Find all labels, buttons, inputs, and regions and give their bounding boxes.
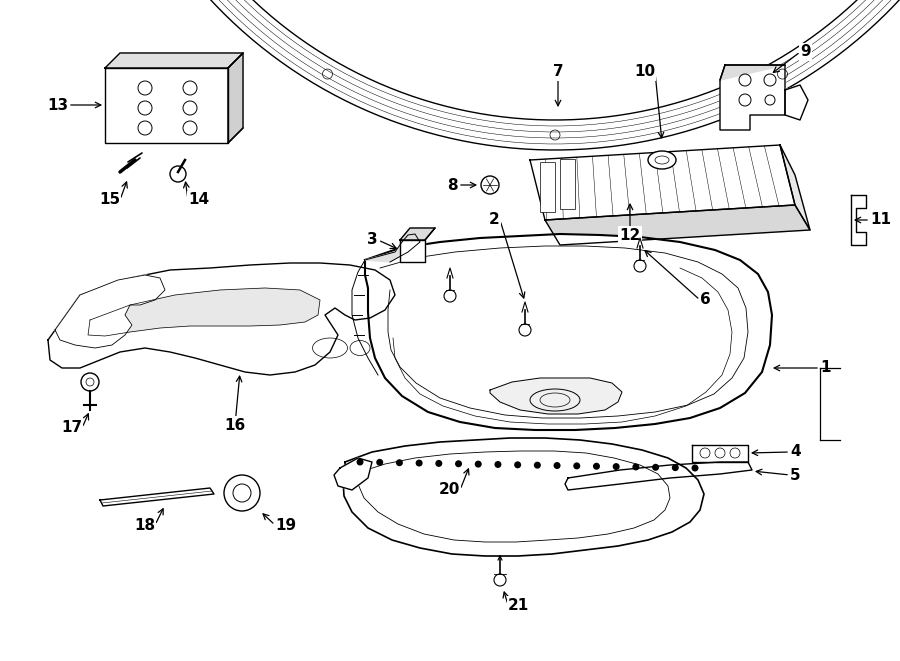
- Polygon shape: [400, 240, 425, 262]
- Text: 2: 2: [490, 212, 500, 227]
- Text: 4: 4: [790, 444, 801, 459]
- Text: 9: 9: [800, 44, 811, 59]
- Polygon shape: [48, 263, 395, 375]
- Circle shape: [652, 464, 659, 471]
- Text: 13: 13: [47, 98, 68, 112]
- Bar: [560, 159, 575, 209]
- Circle shape: [519, 324, 531, 336]
- Polygon shape: [105, 68, 228, 143]
- Polygon shape: [105, 53, 243, 68]
- Polygon shape: [100, 488, 214, 506]
- Circle shape: [474, 461, 482, 467]
- Circle shape: [554, 462, 561, 469]
- Polygon shape: [720, 65, 785, 130]
- Text: 18: 18: [134, 518, 155, 533]
- Text: 16: 16: [224, 418, 246, 432]
- Circle shape: [455, 460, 462, 467]
- Text: 7: 7: [553, 65, 563, 79]
- Circle shape: [573, 463, 580, 469]
- Text: 19: 19: [275, 518, 296, 533]
- Circle shape: [356, 459, 364, 465]
- Text: 11: 11: [870, 212, 891, 227]
- Polygon shape: [530, 145, 795, 220]
- Polygon shape: [343, 438, 704, 556]
- Ellipse shape: [648, 151, 676, 169]
- Polygon shape: [101, 0, 900, 150]
- Circle shape: [613, 463, 620, 470]
- Circle shape: [416, 459, 423, 467]
- Circle shape: [494, 574, 506, 586]
- Polygon shape: [692, 445, 748, 462]
- Circle shape: [634, 260, 646, 272]
- Text: 8: 8: [447, 178, 458, 192]
- Circle shape: [436, 460, 442, 467]
- Text: 1: 1: [820, 360, 831, 375]
- Text: 20: 20: [438, 483, 460, 498]
- Text: 5: 5: [790, 467, 801, 483]
- Polygon shape: [365, 234, 420, 262]
- Polygon shape: [545, 205, 810, 245]
- Polygon shape: [720, 65, 785, 80]
- Polygon shape: [365, 234, 772, 430]
- Circle shape: [671, 464, 679, 471]
- Text: 6: 6: [700, 293, 711, 307]
- Circle shape: [396, 459, 403, 466]
- Circle shape: [593, 463, 600, 470]
- Text: 14: 14: [188, 192, 209, 208]
- Polygon shape: [565, 462, 752, 490]
- Bar: [540, 162, 555, 212]
- Polygon shape: [785, 85, 808, 120]
- Text: 21: 21: [508, 598, 529, 613]
- Polygon shape: [228, 53, 243, 143]
- Circle shape: [224, 475, 260, 511]
- Polygon shape: [851, 195, 866, 245]
- Text: 12: 12: [619, 227, 641, 243]
- Polygon shape: [780, 145, 810, 230]
- Text: 15: 15: [99, 192, 120, 208]
- Circle shape: [376, 459, 383, 466]
- Polygon shape: [334, 458, 372, 490]
- Polygon shape: [55, 275, 165, 348]
- Polygon shape: [400, 228, 435, 240]
- Circle shape: [81, 373, 99, 391]
- Text: 10: 10: [634, 65, 655, 79]
- Circle shape: [481, 176, 499, 194]
- Circle shape: [514, 461, 521, 469]
- Circle shape: [444, 290, 456, 302]
- Circle shape: [534, 461, 541, 469]
- Text: 17: 17: [61, 420, 82, 436]
- Polygon shape: [490, 378, 622, 414]
- Circle shape: [691, 465, 698, 471]
- Polygon shape: [88, 288, 320, 336]
- Text: 3: 3: [367, 233, 378, 247]
- Circle shape: [494, 461, 501, 468]
- Circle shape: [633, 463, 639, 471]
